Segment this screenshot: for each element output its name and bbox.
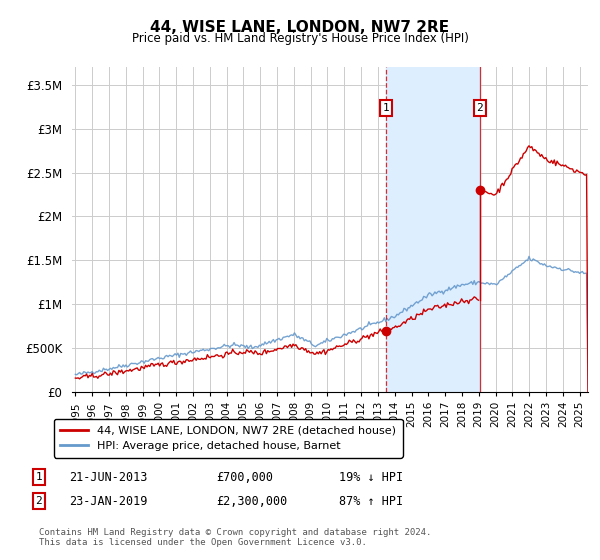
Text: £2,300,000: £2,300,000 <box>216 494 287 508</box>
Text: Contains HM Land Registry data © Crown copyright and database right 2024.
This d: Contains HM Land Registry data © Crown c… <box>39 528 431 547</box>
Text: 23-JAN-2019: 23-JAN-2019 <box>69 494 148 508</box>
Text: 1: 1 <box>35 472 43 482</box>
Text: 87% ↑ HPI: 87% ↑ HPI <box>339 494 403 508</box>
Text: 19% ↓ HPI: 19% ↓ HPI <box>339 470 403 484</box>
Text: Price paid vs. HM Land Registry's House Price Index (HPI): Price paid vs. HM Land Registry's House … <box>131 32 469 45</box>
Text: £700,000: £700,000 <box>216 470 273 484</box>
Text: 21-JUN-2013: 21-JUN-2013 <box>69 470 148 484</box>
Bar <box>386 67 480 392</box>
Text: 2: 2 <box>476 103 483 113</box>
Legend: 44, WISE LANE, LONDON, NW7 2RE (detached house), HPI: Average price, detached ho: 44, WISE LANE, LONDON, NW7 2RE (detached… <box>53 419 403 458</box>
Text: 44, WISE LANE, LONDON, NW7 2RE: 44, WISE LANE, LONDON, NW7 2RE <box>151 20 449 35</box>
Text: 2: 2 <box>35 496 43 506</box>
Text: 1: 1 <box>382 103 389 113</box>
